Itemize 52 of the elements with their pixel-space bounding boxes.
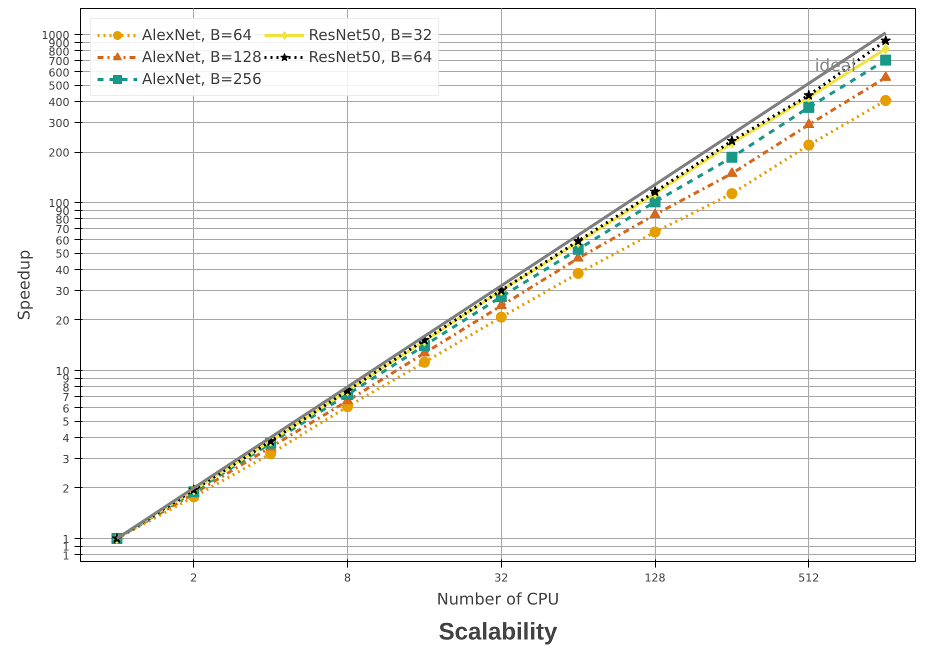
point [496, 312, 507, 323]
point [804, 90, 814, 100]
y-tick-label: 60 [56, 234, 70, 248]
y-tick-label: 20 [56, 314, 70, 328]
point [650, 196, 661, 208]
point [726, 167, 738, 177]
y-tick-label: 300 [48, 116, 70, 130]
legend-label: AlexNet, B=128 [142, 48, 262, 66]
y-tick-label: 500 [48, 80, 70, 93]
y-tick-label: 200 [48, 146, 70, 160]
point [650, 186, 660, 196]
point [803, 140, 814, 151]
x-tick-label: 8 [344, 572, 352, 584]
point [880, 71, 892, 81]
x-tick-label: 2 [190, 572, 198, 584]
legend-label: AlexNet, B=64 [142, 26, 252, 44]
y-tick-label: 400 [48, 96, 70, 109]
y-tick-label: 5 [62, 416, 70, 429]
x-tick-label: 512 [798, 572, 820, 584]
y-tick-label: 6 [62, 402, 70, 416]
point [726, 135, 738, 146]
point [880, 35, 891, 46]
point [803, 118, 814, 128]
y-tick-label: 50 [56, 248, 70, 261]
point [803, 102, 814, 113]
legend-label: ResNet50, B=32 [308, 26, 432, 44]
y-axis-title: Speedup [14, 250, 34, 320]
x-tick-label: 32 [494, 572, 508, 584]
point [650, 226, 661, 238]
legend-label: ResNet50, B=64 [308, 48, 432, 66]
y-tick-label: 3 [62, 452, 70, 466]
y-tick-label: 4 [62, 432, 70, 445]
y-tick-label: 1 [62, 549, 70, 562]
y-tick-label: 30 [56, 284, 70, 298]
point [882, 43, 890, 54]
x-axis-title: Number of CPU [436, 590, 560, 608]
x-tick-label: 128 [644, 572, 666, 584]
y-tick-label: 2 [62, 482, 70, 496]
point [880, 54, 892, 66]
point [880, 95, 892, 106]
text: Scalability [438, 618, 558, 646]
y-tick-label: 70 [56, 223, 70, 236]
y-tick-label: 40 [56, 264, 70, 277]
y-tick-label: 700 [48, 55, 70, 68]
point [418, 356, 430, 368]
point [572, 268, 584, 279]
point [726, 188, 738, 200]
legend-label: AlexNet, B=256 [142, 70, 262, 88]
y-tick-label: 7 [62, 391, 70, 404]
point [726, 152, 738, 163]
point [650, 208, 661, 218]
y-tick-label: 600 [48, 66, 70, 80]
